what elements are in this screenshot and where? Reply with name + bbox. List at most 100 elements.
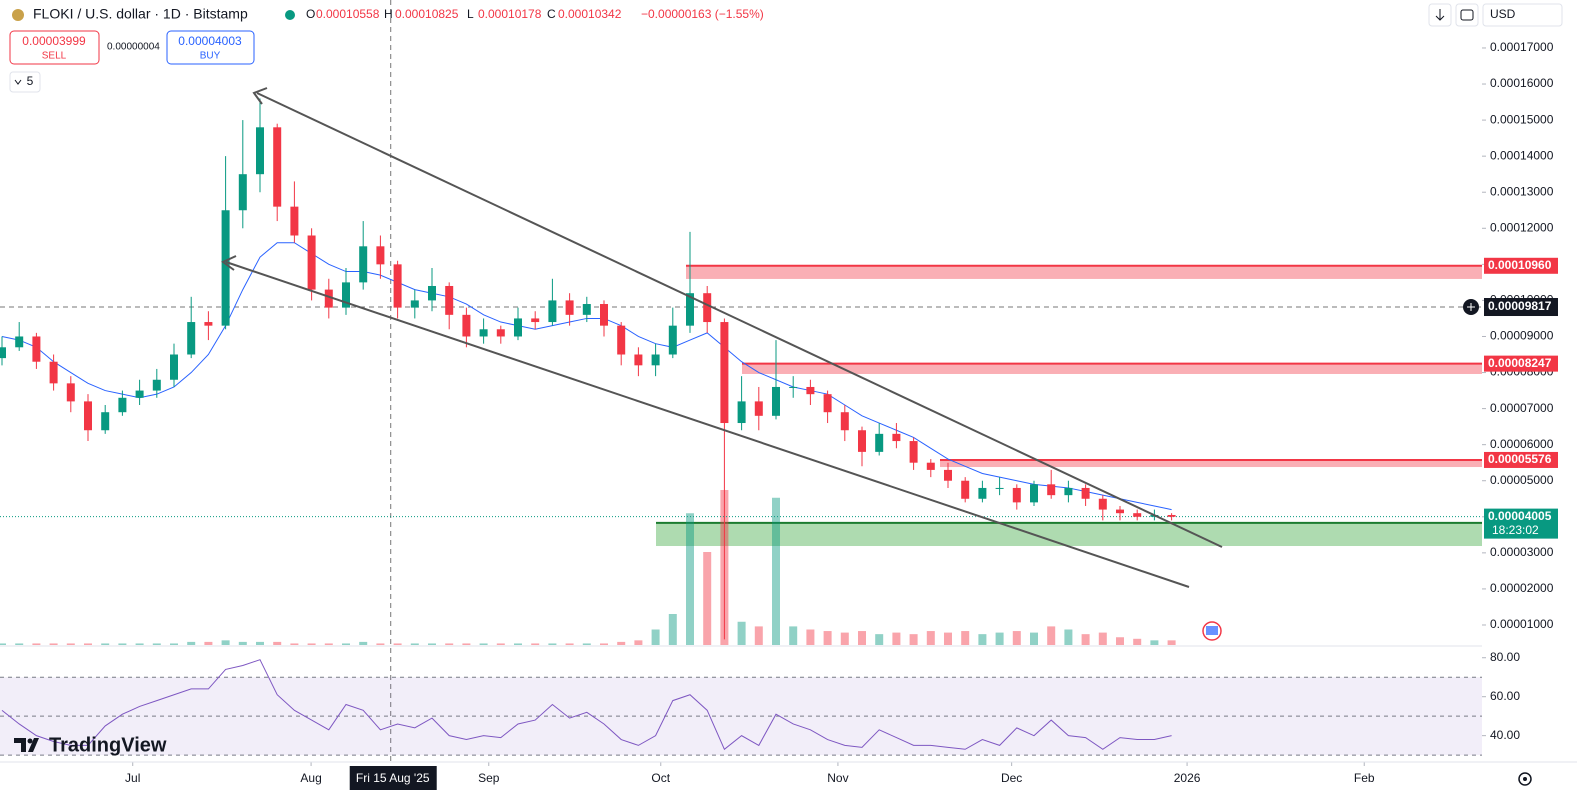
watermark-logo [27,738,33,744]
download-icon [1435,9,1445,21]
replay-button[interactable] [1455,3,1479,27]
candle-body [359,246,368,283]
volume-bar [909,634,918,645]
x-tick-label: Jul [125,771,140,785]
zone [686,265,1482,279]
trendline-lower[interactable] [225,261,1190,588]
volume-bar [462,643,471,645]
x-tick-label: Sep [478,771,500,785]
candle-body [789,386,798,388]
candle-body [256,127,264,175]
trendline-upper[interactable] [256,92,1223,548]
candle-body [1047,484,1056,496]
candle-body [1064,487,1073,496]
volume-bar [32,643,41,645]
symbol-title[interactable]: FLOKI / U.S. dollar · 1D · Bitstamp [33,6,248,22]
sell-button[interactable] [9,30,100,65]
candle-body [170,354,178,380]
countdown: 18:23:02 [1492,523,1539,537]
volume-bar [754,626,763,645]
volume-bar [84,643,92,645]
volume-bar [428,643,436,645]
volume-bar [1150,640,1159,645]
volume-bar [514,643,522,645]
indicator-count: 5 [27,74,34,88]
buy-label: BUY [200,51,221,62]
zone-price-text: 0.00010960 [1488,258,1552,272]
candle-body [118,397,127,413]
volume-bar [944,632,952,645]
volume-bar [926,631,935,645]
volume-bar [342,643,350,645]
candle-body [273,127,282,207]
candle-body [582,304,591,315]
candle-body [823,394,832,413]
volume-bar [617,641,626,645]
zone [742,363,1482,374]
volume-bar [668,614,677,645]
candle-body [410,300,419,308]
volume-bar [1098,632,1107,645]
volume-bar [204,641,213,645]
candle-body [1167,514,1176,517]
last-price-text: 0.00004005 [1488,509,1552,523]
candle-body [651,354,660,366]
volume-bar [15,643,24,645]
buy-button[interactable] [166,30,255,65]
volume-bar [101,643,110,645]
x-tick-label: Oct [651,771,670,785]
ohlc-value: 0.00010825 [395,7,459,21]
candle-body [445,285,454,315]
candle-body [393,264,402,308]
y-tick-label: 0.00005000 [1490,473,1554,487]
volume-bar [118,643,127,645]
volume-bar [290,643,299,645]
candle-body [135,390,144,398]
ohlc-value: 0.00010178 [478,7,542,21]
candle-body [961,480,970,499]
volume-bar [737,621,746,645]
candle-body [600,304,608,326]
candle-body [1133,513,1142,517]
volume-bar [152,643,161,645]
volume-bar [445,643,454,645]
candle-body [840,412,849,431]
volume-bar [238,641,247,645]
candle-body [376,246,385,265]
x-tick-label: Aug [300,771,321,785]
candle-body [15,336,24,348]
volume-bar [256,641,264,645]
candle-body [290,206,299,236]
candle-body [101,412,110,431]
volume-bar [187,641,196,645]
volume-bar [531,643,540,645]
candle-body [668,325,677,355]
volume-bar [170,643,178,645]
candle-body [514,318,522,337]
candle-body [221,210,230,326]
chevron [14,79,22,85]
volume-bar [221,640,230,645]
volume-bar [1047,626,1056,645]
indicator-toggle[interactable] [9,71,41,93]
volume-bar [49,643,58,645]
candle-body [686,293,694,326]
candle-body [875,433,884,452]
volume-bar [0,643,6,645]
currency-select[interactable] [1482,3,1563,27]
zone-price-label [1484,451,1558,468]
volume-bar [479,643,488,645]
volume-bar [892,632,901,645]
ohlc-key: C [547,7,556,21]
volume-bar [840,632,849,645]
zone-price-text: 0.00008247 [1488,356,1552,370]
zone [656,522,1482,547]
y-tick-label: 0.00016000 [1490,76,1554,90]
volume-bar [995,632,1004,645]
spread: 0.00000004 [107,42,160,53]
settings-icon[interactable] [1518,772,1532,786]
volume-bar [307,643,316,645]
volume-bar [1133,638,1142,645]
zone-price-text: 0.00005576 [1488,452,1552,466]
candle-body [1081,487,1090,499]
